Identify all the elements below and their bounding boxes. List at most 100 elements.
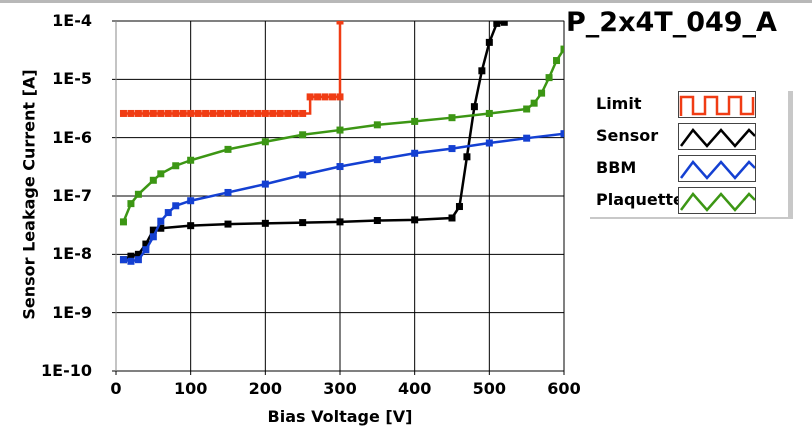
limit-marker xyxy=(336,93,344,101)
sensor-marker xyxy=(187,222,195,230)
y-tick-label: 1E-9 xyxy=(52,302,92,322)
legend-item-bbm[interactable]: BBM xyxy=(590,155,790,183)
sensor-marker xyxy=(261,219,269,227)
limit-marker xyxy=(179,109,187,117)
y-tick-label: 1E-7 xyxy=(52,186,92,205)
limit-marker xyxy=(134,109,142,117)
limit-marker xyxy=(149,109,157,117)
sensor-marker xyxy=(411,216,419,224)
sensor-marker xyxy=(224,220,232,228)
sensor-marker xyxy=(463,153,471,161)
legend-swatch-icon xyxy=(678,91,756,118)
sensor-marker xyxy=(373,217,381,225)
plaquette-marker xyxy=(134,190,142,198)
limit-marker xyxy=(291,109,299,117)
bbm-marker xyxy=(448,145,456,153)
limit-marker xyxy=(269,109,277,117)
sensor-marker xyxy=(448,214,456,222)
bbm-marker xyxy=(261,180,269,188)
plaquette-marker xyxy=(545,74,553,82)
bbm-marker xyxy=(119,256,127,264)
x-tick-label: 100 xyxy=(173,379,208,398)
plaquette-marker xyxy=(336,126,344,134)
sensor-marker xyxy=(127,252,135,260)
limit-marker xyxy=(254,109,262,117)
limit-marker xyxy=(187,109,195,117)
plaquette-marker xyxy=(299,131,307,139)
limit-marker xyxy=(217,109,225,117)
limit-marker xyxy=(202,109,210,117)
plaquette-marker xyxy=(485,109,493,117)
plaquette-marker xyxy=(411,117,419,125)
legend-label: Limit xyxy=(596,94,642,113)
bbm-marker xyxy=(336,163,344,171)
y-tick-label: 1E-5 xyxy=(52,69,92,89)
limit-marker xyxy=(321,93,329,101)
series-bbm xyxy=(119,130,564,265)
legend-label: Sensor xyxy=(596,126,659,145)
series-sensor xyxy=(119,21,508,264)
limit-marker xyxy=(299,109,307,117)
sensor-marker xyxy=(500,21,508,26)
legend-swatch-icon xyxy=(678,187,756,214)
bbm-marker xyxy=(164,209,172,217)
limit-marker xyxy=(336,21,344,25)
bbm-marker xyxy=(411,149,419,157)
plaquette-marker xyxy=(157,170,165,178)
limit-marker xyxy=(209,109,217,117)
legend-swatch-icon xyxy=(678,123,756,150)
bbm-marker xyxy=(149,233,157,241)
chart-title: P_2x4T_049_A xyxy=(566,7,777,38)
sensor-marker xyxy=(478,67,486,75)
plaquette-marker xyxy=(560,45,564,53)
limit-marker xyxy=(224,109,232,117)
x-axis-label: Bias Voltage [V] xyxy=(267,407,413,426)
plaquette-marker xyxy=(127,200,135,208)
bbm-marker xyxy=(157,217,165,225)
limit-marker xyxy=(314,93,322,101)
bbm-marker xyxy=(224,188,232,196)
series-plaquette xyxy=(119,45,564,226)
plaquette-marker xyxy=(530,99,538,107)
legend-item-plaquette[interactable]: Plaquette xyxy=(590,187,790,215)
plaquette-marker xyxy=(187,156,195,164)
series-limit xyxy=(119,21,344,117)
legend-item-limit[interactable]: Limit xyxy=(590,91,790,119)
plaquette-marker xyxy=(538,89,546,97)
sensor-marker xyxy=(455,203,463,211)
sensor-marker xyxy=(142,240,150,248)
plaquette-marker xyxy=(373,121,381,129)
legend-swatch-icon xyxy=(678,155,756,182)
limit-marker xyxy=(284,109,292,117)
x-tick-label: 500 xyxy=(472,379,507,398)
plaquette-marker xyxy=(172,162,180,170)
y-tick-label: 1E-6 xyxy=(52,127,92,147)
plot-area xyxy=(112,20,565,375)
limit-marker xyxy=(276,109,284,117)
bbm-marker xyxy=(127,257,135,265)
y-tick-label: 1E-10 xyxy=(41,361,92,380)
x-tick-label: 0 xyxy=(110,379,122,398)
limit-marker xyxy=(164,109,172,117)
limit-marker xyxy=(157,109,165,117)
bbm-marker xyxy=(560,130,564,138)
plaquette-marker xyxy=(553,57,561,65)
limit-marker xyxy=(239,109,247,117)
plaquette-marker xyxy=(224,145,232,153)
sensor-marker xyxy=(470,103,478,111)
plaquette-marker xyxy=(261,138,269,146)
legend-item-sensor[interactable]: Sensor xyxy=(590,123,790,151)
sensor-marker xyxy=(485,38,493,46)
bbm-marker xyxy=(134,256,142,264)
bbm-marker xyxy=(485,139,493,147)
legend: Limit Sensor BBM Plaquette xyxy=(590,91,793,219)
bbm-marker xyxy=(523,134,531,142)
bbm-marker xyxy=(187,197,195,205)
limit-marker xyxy=(172,109,180,117)
bbm-marker xyxy=(172,202,180,210)
bbm-marker xyxy=(299,171,307,179)
y-tick-label: 1E-4 xyxy=(52,11,92,30)
bbm-marker xyxy=(142,246,150,254)
x-tick-label: 600 xyxy=(547,379,581,398)
